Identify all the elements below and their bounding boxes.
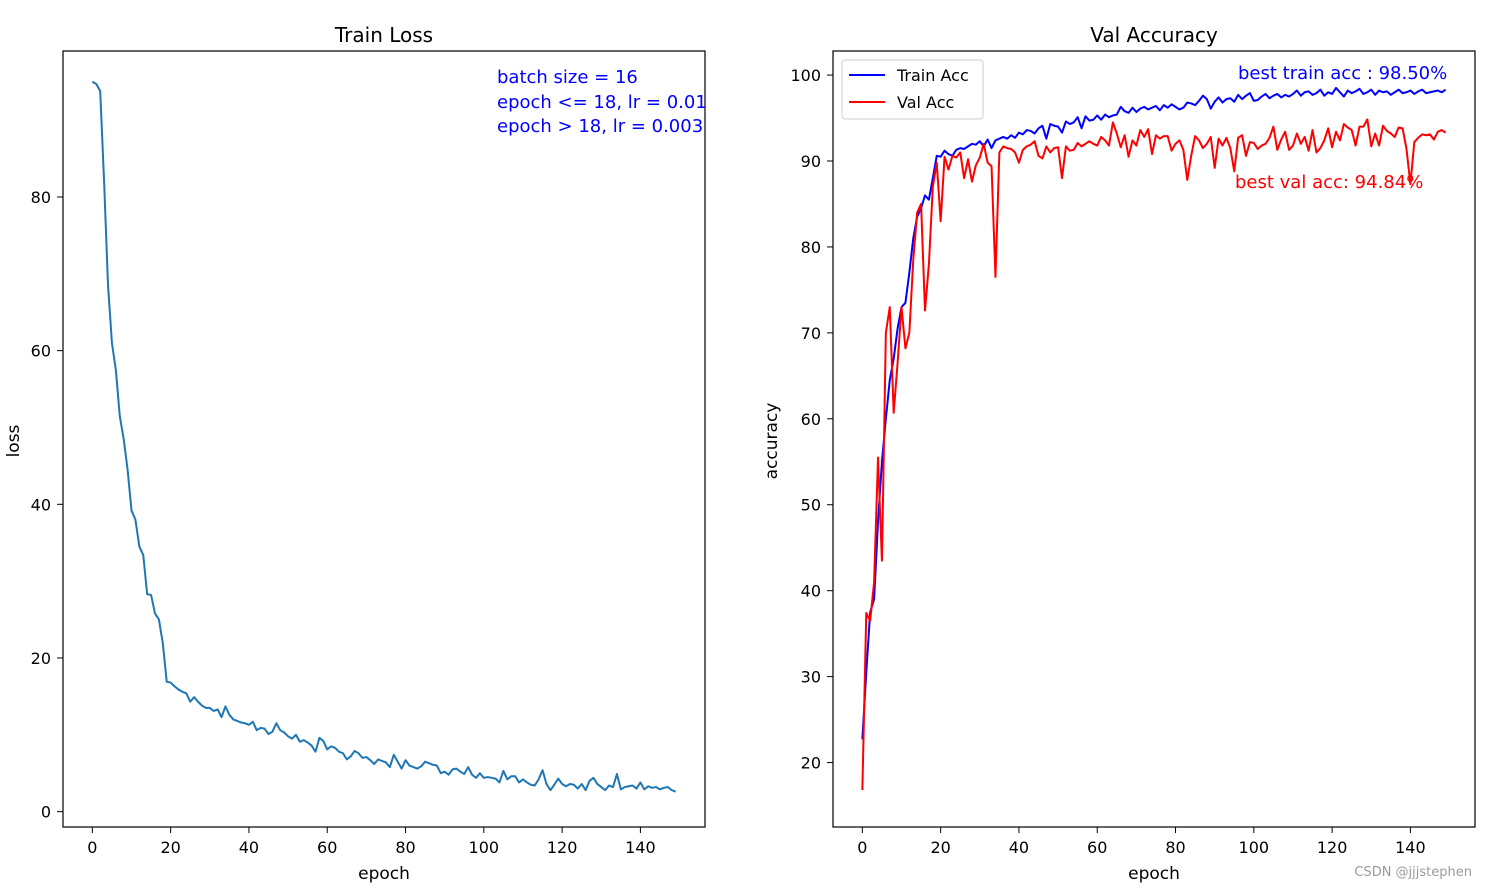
train-loss-xtick-label: 40 bbox=[239, 838, 259, 857]
val-accuracy-ytick-label: 20 bbox=[801, 754, 821, 773]
val-accuracy-xtick-label: 0 bbox=[857, 838, 867, 857]
lr-note-epoch-gt: epoch > 18, lr = 0.003 bbox=[497, 116, 703, 137]
train-loss-lines bbox=[91, 80, 677, 793]
val-accuracy-yticks: 20 30 40 50 60 70 80 90 100 bbox=[790, 66, 833, 773]
val-accuracy-series-val-acc-line bbox=[861, 118, 1447, 791]
train-loss-chart: Train Loss epoch loss 0 20 40 60 80 100 120 140… bbox=[4, 23, 707, 884]
train-loss-xlabel: epoch bbox=[358, 864, 410, 884]
val-accuracy-ytick-label: 80 bbox=[801, 238, 821, 257]
val-accuracy-ytick-label: 30 bbox=[801, 668, 821, 687]
train-loss-ytick-label: 20 bbox=[31, 649, 51, 668]
train-loss-xtick-label: 100 bbox=[469, 838, 500, 857]
watermark: CSDN @jjjstephen bbox=[1354, 865, 1472, 880]
val-accuracy-xticks: 0 20 40 60 80 100 120 140 bbox=[857, 827, 1426, 857]
best-val-acc-note: best val acc: 94.84% bbox=[1235, 172, 1423, 193]
val-accuracy-xtick-label: 60 bbox=[1087, 838, 1107, 857]
val-accuracy-axes-frame bbox=[832, 50, 1476, 828]
val-accuracy-xtick-label: 40 bbox=[1009, 838, 1029, 857]
train-loss-xtick-label: 140 bbox=[625, 838, 656, 857]
val-accuracy-ytick-label: 90 bbox=[801, 152, 821, 171]
train-loss-xtick-label: 120 bbox=[547, 838, 578, 857]
train-loss-xtick-label: 20 bbox=[160, 838, 180, 857]
train-loss-ytick-label: 40 bbox=[31, 495, 51, 514]
legend-val-acc-label: Val Acc bbox=[897, 93, 954, 112]
legend: Train Acc Val Acc bbox=[841, 59, 984, 120]
val-accuracy-chart: Val Accuracy epoch accuracy 0 20 40 60 80 100… bbox=[762, 23, 1476, 884]
val-accuracy-ytick-label: 100 bbox=[790, 66, 821, 85]
train-loss-series-loss-line bbox=[91, 80, 677, 793]
train-loss-xticks: 0 20 40 60 80 100 120 140 bbox=[87, 827, 656, 857]
train-loss-xtick-label: 0 bbox=[87, 838, 97, 857]
val-accuracy-lines bbox=[861, 86, 1447, 791]
val-accuracy-ylabel: accuracy bbox=[762, 403, 782, 480]
val-accuracy-xlabel: epoch bbox=[1128, 864, 1180, 884]
val-accuracy-xtick-label: 80 bbox=[1165, 838, 1185, 857]
val-accuracy-ytick-label: 70 bbox=[801, 324, 821, 343]
lr-note-epoch-le: epoch <= 18, lr = 0.01 bbox=[497, 92, 707, 113]
lr-note-batch: batch size = 16 bbox=[497, 67, 638, 88]
val-accuracy-xtick-label: 20 bbox=[930, 838, 950, 857]
val-accuracy-ytick-label: 40 bbox=[801, 582, 821, 601]
train-loss-ytick-label: 60 bbox=[31, 342, 51, 361]
val-accuracy-ytick-label: 50 bbox=[801, 496, 821, 515]
val-accuracy-series-train-acc-line bbox=[861, 86, 1447, 740]
val-accuracy-ytick-label: 60 bbox=[801, 410, 821, 429]
val-accuracy-xtick-label: 120 bbox=[1317, 838, 1348, 857]
train-loss-axes-frame bbox=[62, 50, 706, 828]
train-loss-xtick-label: 60 bbox=[317, 838, 337, 857]
train-loss-ytick-label: 80 bbox=[31, 188, 51, 207]
train-loss-title: Train Loss bbox=[334, 23, 433, 47]
legend-train-acc-label: Train Acc bbox=[896, 66, 969, 85]
train-loss-yticks: 0 20 40 60 80 bbox=[31, 188, 63, 822]
train-loss-ylabel: loss bbox=[4, 424, 24, 457]
best-train-acc-note: best train acc : 98.50% bbox=[1238, 63, 1447, 84]
train-loss-ytick-label: 0 bbox=[41, 803, 51, 822]
val-accuracy-xtick-label: 140 bbox=[1395, 838, 1426, 857]
val-accuracy-title: Val Accuracy bbox=[1090, 23, 1218, 47]
val-accuracy-xtick-label: 100 bbox=[1239, 838, 1270, 857]
train-loss-xtick-label: 80 bbox=[395, 838, 415, 857]
